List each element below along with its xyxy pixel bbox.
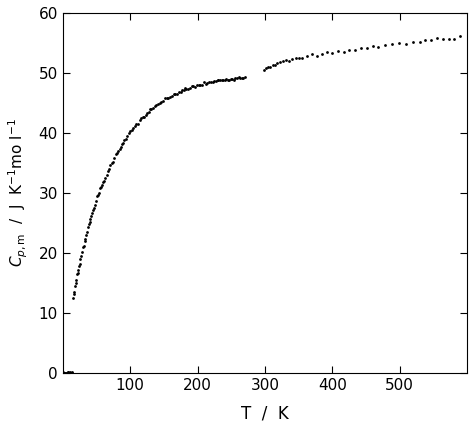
X-axis label: T  /  K: T / K bbox=[241, 404, 289, 422]
Y-axis label: $C_{p,\rm m}$  /  J  K$^{-1}$mo l$^{-1}$: $C_{p,\rm m}$ / J K$^{-1}$mo l$^{-1}$ bbox=[7, 118, 30, 267]
